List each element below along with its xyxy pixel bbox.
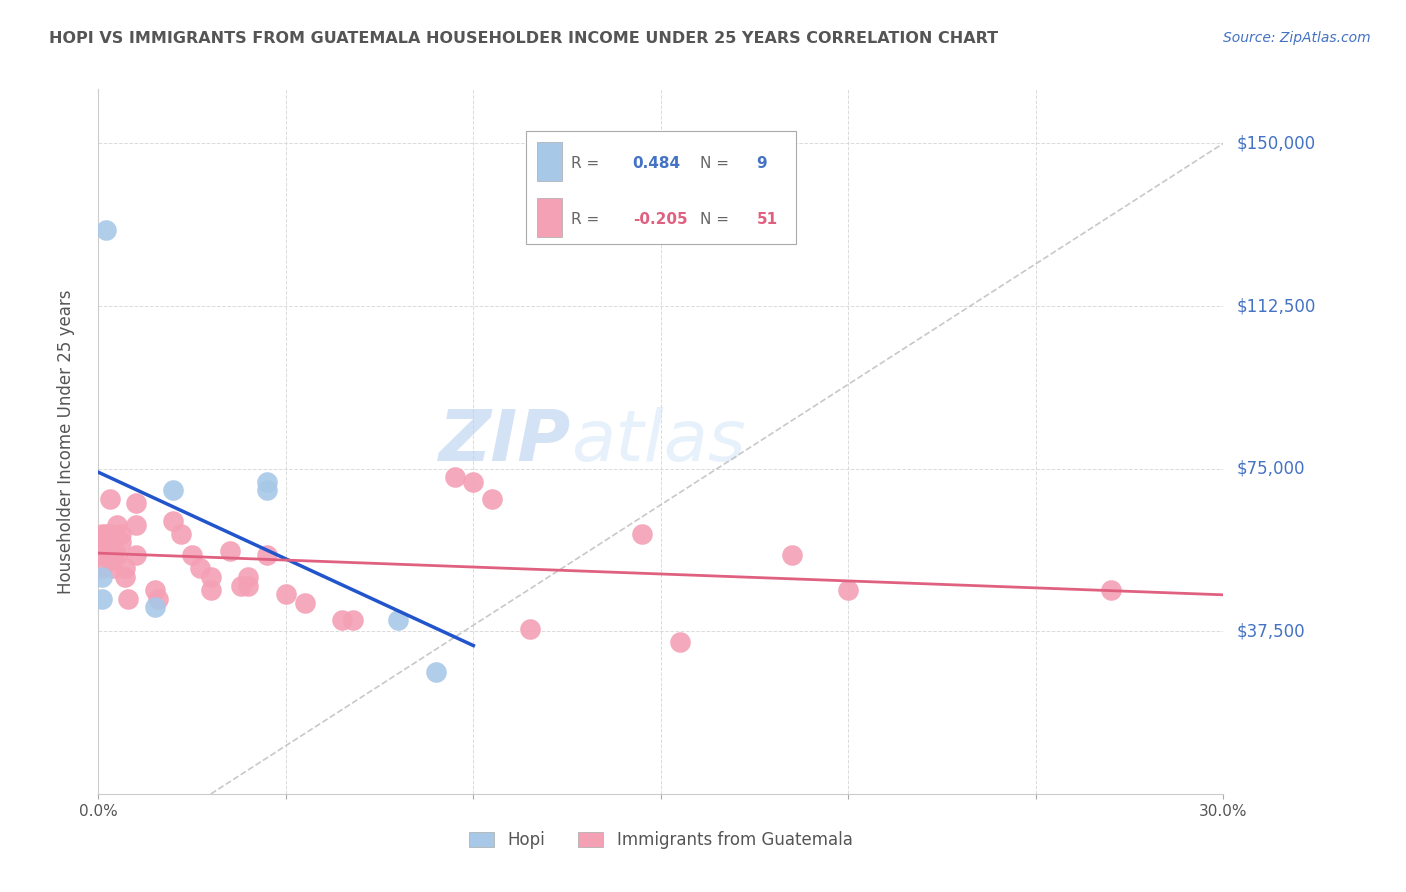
Point [125, 518, 148, 533]
Point [117, 591, 139, 606]
Point [162, 483, 184, 498]
Point [181, 549, 204, 563]
Point [94, 549, 117, 563]
Text: 0.484: 0.484 [633, 155, 681, 170]
Point [143, 583, 166, 598]
Text: 9: 9 [756, 155, 768, 170]
Text: -0.205: -0.205 [633, 212, 688, 227]
Point [200, 583, 222, 598]
Point [1099, 583, 1122, 598]
Point [94, 526, 117, 541]
Point [98, 526, 121, 541]
Point [631, 526, 654, 541]
Point [330, 614, 353, 628]
Text: R =: R = [571, 212, 599, 227]
Text: HOPI VS IMMIGRANTS FROM GUATEMALA HOUSEHOLDER INCOME UNDER 25 YEARS CORRELATION : HOPI VS IMMIGRANTS FROM GUATEMALA HOUSEH… [49, 31, 998, 46]
Text: R =: R = [571, 155, 599, 170]
Text: $150,000: $150,000 [1237, 135, 1316, 153]
Point [162, 514, 184, 528]
Point [105, 518, 128, 533]
Y-axis label: Householder Income Under 25 years: Householder Income Under 25 years [56, 289, 75, 594]
Text: $37,500: $37,500 [1237, 623, 1306, 640]
Point [443, 470, 465, 484]
Point [91, 540, 114, 554]
Point [668, 635, 690, 649]
Point [256, 475, 278, 489]
Point [91, 544, 114, 558]
Point [274, 587, 297, 601]
Point [342, 614, 364, 628]
FancyBboxPatch shape [526, 131, 796, 244]
Point [238, 570, 260, 584]
FancyBboxPatch shape [537, 142, 562, 181]
Point [294, 596, 316, 610]
Point [105, 549, 128, 563]
Point [125, 496, 148, 510]
Point [148, 591, 170, 606]
Point [103, 549, 125, 563]
Point [114, 561, 136, 575]
Point [125, 549, 148, 563]
Point [103, 561, 125, 575]
Point [94, 535, 117, 549]
Point [256, 549, 278, 563]
Point [218, 544, 240, 558]
Point [143, 600, 166, 615]
Point [463, 475, 485, 489]
Point [91, 561, 114, 575]
FancyBboxPatch shape [537, 198, 562, 237]
Point [98, 540, 121, 554]
Point [188, 561, 211, 575]
Point [425, 665, 447, 680]
Point [98, 552, 121, 566]
Text: 51: 51 [756, 212, 778, 227]
Point [91, 591, 114, 606]
Point [229, 579, 252, 593]
Text: ZIP: ZIP [439, 407, 571, 476]
Point [256, 483, 278, 498]
Text: N =: N = [700, 155, 730, 170]
Point [519, 622, 541, 636]
Point [114, 570, 136, 584]
Point [387, 614, 409, 628]
Point [780, 549, 803, 563]
Point [91, 570, 114, 584]
Point [837, 583, 859, 598]
Text: $75,000: $75,000 [1237, 459, 1306, 477]
Point [110, 526, 132, 541]
Point [481, 491, 503, 506]
Legend: Hopi, Immigrants from Guatemala: Hopi, Immigrants from Guatemala [463, 825, 859, 856]
Point [91, 549, 114, 563]
Text: atlas: atlas [571, 407, 745, 476]
Text: N =: N = [700, 212, 730, 227]
Text: $112,500: $112,500 [1237, 297, 1316, 315]
Text: Source: ZipAtlas.com: Source: ZipAtlas.com [1223, 31, 1371, 45]
Point [91, 526, 114, 541]
Point [200, 570, 222, 584]
Point [110, 535, 132, 549]
Point [94, 223, 117, 237]
Point [170, 526, 193, 541]
Point [98, 491, 121, 506]
Point [238, 579, 260, 593]
Point [103, 535, 125, 549]
